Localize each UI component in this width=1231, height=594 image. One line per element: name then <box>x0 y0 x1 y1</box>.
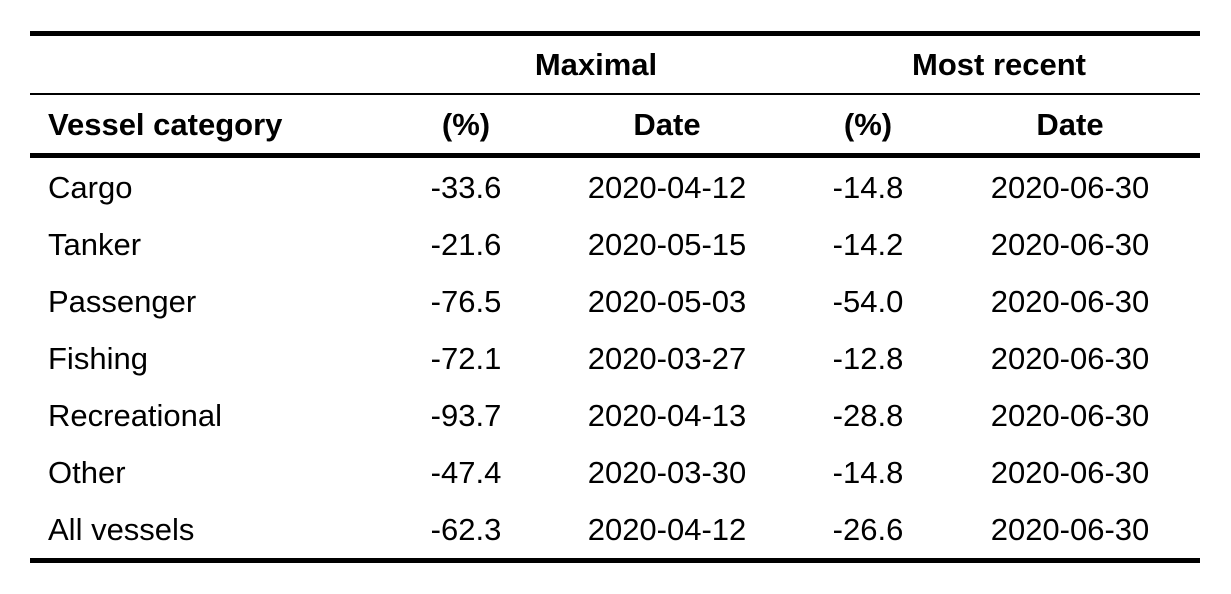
header-bottom-rule <box>30 153 1200 158</box>
cell-recent-date: 2020-06-30 <box>990 512 1150 547</box>
cell-recent-percent: -14.8 <box>832 170 904 205</box>
cell-recent-date: 2020-06-30 <box>990 227 1150 262</box>
cell-maximal-date: 2020-03-30 <box>587 455 747 490</box>
cell-recent-date: 2020-06-30 <box>990 170 1150 205</box>
cell-recent-percent: -12.8 <box>832 341 904 376</box>
group-header-maximal: Maximal <box>534 47 658 82</box>
group-header-most-recent: Most recent <box>912 47 1086 82</box>
cell-recent-date: 2020-06-30 <box>990 455 1150 490</box>
table-top-rule <box>30 31 1200 36</box>
cell-maximal-date: 2020-03-27 <box>587 341 747 376</box>
cell-recent-percent: -26.6 <box>832 512 904 547</box>
cell-maximal-date: 2020-04-13 <box>587 398 747 433</box>
table-bottom-rule <box>30 558 1200 563</box>
cell-vessel-category: Other <box>48 455 126 490</box>
cell-vessel-category: All vessels <box>48 512 195 547</box>
header-maximal-percent: (%) <box>441 107 491 142</box>
cell-maximal-date: 2020-04-12 <box>587 170 747 205</box>
header-recent-date: Date <box>1036 107 1104 142</box>
cell-recent-date: 2020-06-30 <box>990 284 1150 319</box>
cell-maximal-percent: -72.1 <box>430 341 502 376</box>
cell-vessel-category: Fishing <box>48 341 148 376</box>
header-maximal-date: Date <box>633 107 701 142</box>
cell-vessel-category: Cargo <box>48 170 133 205</box>
cell-maximal-date: 2020-05-03 <box>587 284 747 319</box>
cell-recent-percent: -14.2 <box>832 227 904 262</box>
cell-recent-percent: -54.0 <box>832 284 904 319</box>
cell-maximal-percent: -47.4 <box>430 455 502 490</box>
cell-vessel-category: Tanker <box>48 227 142 262</box>
cell-maximal-percent: -62.3 <box>430 512 502 547</box>
cell-recent-percent: -14.8 <box>832 455 904 490</box>
cell-maximal-percent: -93.7 <box>430 398 502 433</box>
cell-recent-percent: -28.8 <box>832 398 904 433</box>
header-recent-percent: (%) <box>843 107 893 142</box>
cell-maximal-percent: -76.5 <box>430 284 502 319</box>
group-header-rule <box>30 93 1200 95</box>
cell-vessel-category: Recreational <box>48 398 223 433</box>
cell-recent-date: 2020-06-30 <box>990 341 1150 376</box>
cell-recent-date: 2020-06-30 <box>990 398 1150 433</box>
cell-maximal-date: 2020-05-15 <box>587 227 747 262</box>
cell-maximal-percent: -21.6 <box>430 227 502 262</box>
cell-vessel-category: Passenger <box>48 284 197 319</box>
header-vessel-category: Vessel category <box>48 107 283 142</box>
cell-maximal-date: 2020-04-12 <box>587 512 747 547</box>
cell-maximal-percent: -33.6 <box>430 170 502 205</box>
